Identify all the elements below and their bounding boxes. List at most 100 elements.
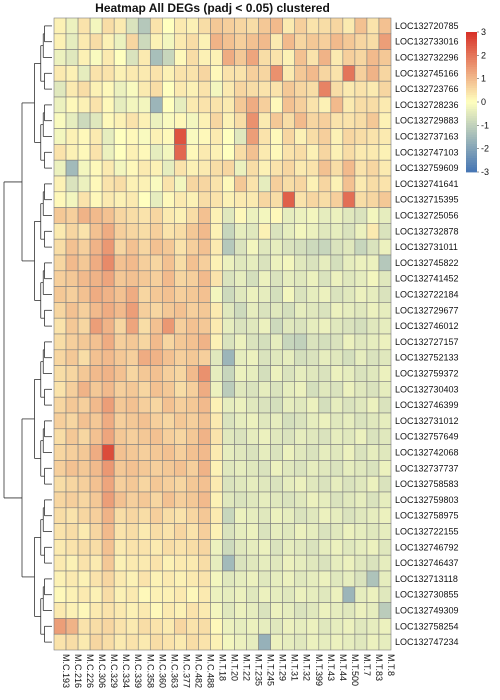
heatmap-cell [77, 317, 91, 335]
heatmap-cell [77, 254, 91, 272]
colorbar-segment [466, 92, 477, 96]
heatmap-cell [306, 49, 320, 66]
heatmap-cell [137, 286, 151, 303]
row-labels: LOC132720785 LOC132733016 LOC132732296 LOC1… [395, 21, 459, 647]
heatmap-cell [210, 618, 223, 635]
heatmap-cell [294, 112, 308, 129]
heatmap-cell [89, 80, 103, 98]
heatmap-cell [366, 317, 380, 335]
heatmap-cell [210, 207, 223, 224]
heatmap-cell [89, 539, 103, 556]
heatmap-cell [246, 396, 259, 414]
heatmap-cell [198, 507, 211, 524]
heatmap-cell [210, 33, 223, 50]
heatmap-cell [101, 539, 115, 556]
heatmap-cell [294, 270, 308, 287]
row-label: LOC132737737 [395, 463, 459, 473]
column-label: M.C.488 [205, 654, 215, 688]
heatmap-cell [366, 238, 380, 256]
heatmap-cell [77, 112, 91, 129]
heatmap-cell [318, 381, 332, 398]
heatmap-cell [89, 302, 103, 319]
heatmap-cell [330, 317, 344, 335]
heatmap-cell [53, 633, 67, 651]
heatmap-cell [282, 270, 296, 287]
heatmap-cell [162, 96, 175, 114]
column-label: M.T.31 [290, 654, 300, 681]
heatmap-cell [306, 317, 320, 335]
heatmap-cell [53, 159, 67, 177]
heatmap-cell [246, 365, 259, 382]
heatmap-cell [354, 317, 368, 335]
heatmap-cell [53, 144, 67, 161]
heatmap-cell [137, 223, 151, 240]
heatmap-cell [162, 65, 175, 82]
heatmap-cell [53, 475, 67, 493]
heatmap-cell [210, 333, 223, 351]
heatmap-cell [270, 254, 283, 272]
heatmap-cell [294, 523, 308, 540]
heatmap-cell [270, 349, 283, 366]
heatmap-cell [342, 191, 356, 208]
heatmap-cell [174, 586, 187, 603]
heatmap-cell [318, 523, 332, 540]
heatmap-cell [378, 412, 392, 430]
heatmap-cell [162, 223, 175, 240]
heatmap-cell [101, 460, 115, 477]
heatmap-cell [330, 128, 344, 145]
colorbar-segment [466, 43, 477, 47]
heatmap-cell [149, 349, 163, 366]
heatmap-cell [77, 586, 91, 603]
heatmap-cell [186, 270, 199, 287]
heatmap-cell [378, 570, 392, 588]
heatmap-cell [270, 618, 283, 635]
heatmap-cell [210, 570, 223, 588]
colorbar-segment [466, 69, 477, 73]
heatmap-cell [282, 223, 296, 240]
heatmap-cell [366, 570, 380, 588]
heatmap-cell [101, 33, 115, 50]
heatmap-cell [186, 223, 199, 240]
heatmap-cell [125, 586, 139, 603]
heatmap-cell [306, 175, 320, 193]
heatmap-cell [125, 112, 139, 129]
heatmap-cell [294, 207, 308, 224]
heatmap-cell [89, 570, 103, 588]
heatmap-cell [366, 17, 380, 35]
heatmap-cell [282, 523, 296, 540]
heatmap-cell [294, 302, 308, 319]
heatmap-cell [234, 507, 247, 524]
heatmap-cell [77, 65, 91, 82]
heatmap-cell [270, 381, 283, 398]
column-label: M.T.29 [278, 654, 288, 681]
colorbar-tick-label: 3 [481, 27, 486, 37]
heatmap-cell [270, 365, 283, 382]
heatmap-cell [294, 475, 308, 493]
heatmap-cell [198, 586, 211, 603]
heatmap-cell [198, 270, 211, 287]
heatmap-cell [162, 128, 175, 145]
heatmap-cell [342, 428, 356, 445]
heatmap-cell [125, 191, 139, 208]
heatmap-cell [53, 270, 67, 287]
heatmap-cell [294, 80, 308, 98]
heatmap-cell [270, 112, 283, 129]
heatmap-cell [125, 349, 139, 366]
heatmap-cell [258, 159, 271, 177]
heatmap-cell [378, 207, 392, 224]
heatmap-cell [378, 381, 392, 398]
heatmap-cell [174, 254, 187, 272]
heatmap-cell [162, 49, 175, 66]
heatmap-cell [282, 128, 296, 145]
heatmap-cell [137, 602, 151, 619]
heatmap-cell [101, 381, 115, 398]
heatmap-cell [89, 254, 103, 272]
heatmap-cell [354, 428, 368, 445]
colorbar-segment [466, 46, 477, 49]
colorbar-tick-label: -3 [481, 167, 489, 177]
heatmap-cell [306, 33, 320, 50]
heatmap-cell [198, 80, 211, 98]
heatmap-cell [174, 570, 187, 588]
heatmap-cell [246, 286, 259, 303]
heatmap-cell [378, 270, 392, 287]
